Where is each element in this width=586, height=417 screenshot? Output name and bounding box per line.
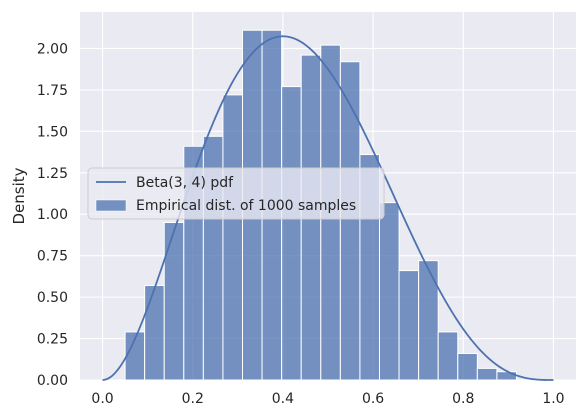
y-tick-label: 0.50	[37, 290, 68, 306]
legend-label-histogram: Empirical dist. of 1000 samples	[136, 198, 356, 214]
legend-box	[87, 167, 385, 220]
y-tick-label: 2.00	[37, 41, 68, 57]
histogram-bar	[398, 270, 420, 381]
histogram-bar	[476, 367, 498, 381]
x-tick-label: 0.0	[91, 391, 113, 407]
x-tick-label: 0.2	[182, 391, 204, 407]
x-tick-label: 0.4	[272, 391, 294, 407]
legend: Beta(3, 4) pdf Empirical dist. of 1000 s…	[87, 167, 385, 220]
y-tick-label: 1.75	[37, 83, 68, 99]
y-tick-label: 1.00	[37, 207, 68, 223]
histogram-bar	[378, 202, 400, 381]
histogram-bar	[339, 61, 361, 381]
y-tick-label: 1.50	[37, 124, 68, 140]
histogram-bar	[281, 86, 302, 381]
histogram-bar	[496, 371, 517, 381]
pdf-line	[102, 35, 554, 381]
histogram-bar	[457, 352, 478, 381]
y-tick-label: 0.25	[37, 332, 68, 348]
y-tick-label: 0.00	[37, 373, 68, 389]
x-tick-labels: 0.0 0.2 0.4 0.6 0.8 1.0	[91, 391, 564, 407]
x-tick-label: 0.8	[452, 391, 474, 407]
histogram-bar	[418, 260, 439, 381]
y-tick-labels: 0.00 0.25 0.50 0.75 1.00 1.25 1.50 1.75 2.00	[37, 41, 68, 389]
legend-label-pdf: Beta(3, 4) pdf	[136, 175, 234, 191]
y-axis-label: Density	[10, 167, 28, 224]
histogram-bar	[163, 222, 185, 381]
y-tick-label: 1.25	[37, 166, 68, 182]
x-tick-label: 0.6	[362, 391, 384, 407]
legend-bar-swatch	[95, 199, 127, 212]
histogram-bar	[437, 331, 459, 381]
y-tick-label: 0.75	[37, 249, 68, 265]
histogram-bar	[144, 285, 165, 381]
histogram-bar	[222, 94, 244, 381]
x-tick-label: 1.0	[542, 391, 564, 407]
